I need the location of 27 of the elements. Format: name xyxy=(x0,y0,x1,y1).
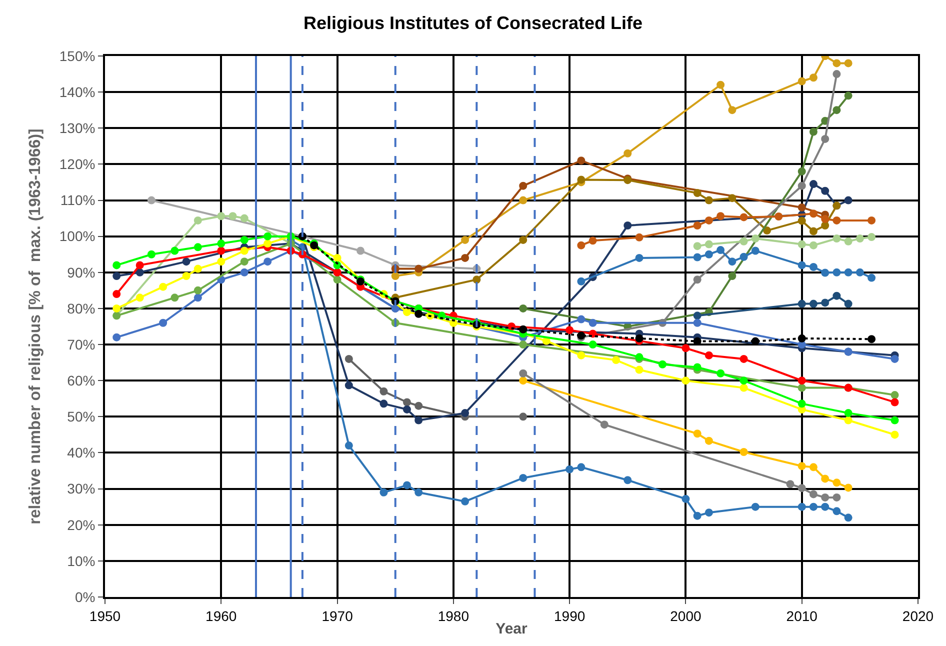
y-tick-label: 70% xyxy=(67,336,96,352)
y-axis-title: relative number of religious [% of max. (1963-1966)] xyxy=(26,128,44,524)
y-tick-label: 40% xyxy=(67,444,96,461)
y-tick-label: 130% xyxy=(59,120,96,136)
y-tick-label: 60% xyxy=(67,372,96,388)
x-tick-label: 1990 xyxy=(554,608,586,624)
y-tick-label: 120% xyxy=(59,156,96,172)
chart-title: Religious Institutes of Consecrated Life xyxy=(303,12,643,33)
x-tick-label: 2010 xyxy=(786,608,818,624)
y-tick-label: 110% xyxy=(60,192,96,208)
y-tick-label: 10% xyxy=(67,552,96,569)
x-tick-label: 2020 xyxy=(902,608,934,624)
x-axis-title: Year xyxy=(496,620,528,638)
y-tick-label: 0% xyxy=(74,588,96,605)
y-tick-label: 20% xyxy=(67,516,96,533)
y-tick-label: 140% xyxy=(59,84,96,100)
y-tick-label: 90% xyxy=(67,264,96,280)
x-tick-label: 1960 xyxy=(206,608,237,624)
y-tick-label: 100% xyxy=(59,228,96,244)
x-tick-label: 1950 xyxy=(89,608,121,624)
x-tick-label: 1980 xyxy=(438,608,470,624)
y-tick-label: 150% xyxy=(59,48,96,64)
x-tick-label: 2000 xyxy=(670,608,702,624)
y-tick-label: 80% xyxy=(67,300,96,316)
y-tick-label: 50% xyxy=(67,408,96,425)
x-tick-label: 1970 xyxy=(322,608,354,624)
y-tick-label: 30% xyxy=(67,480,96,497)
